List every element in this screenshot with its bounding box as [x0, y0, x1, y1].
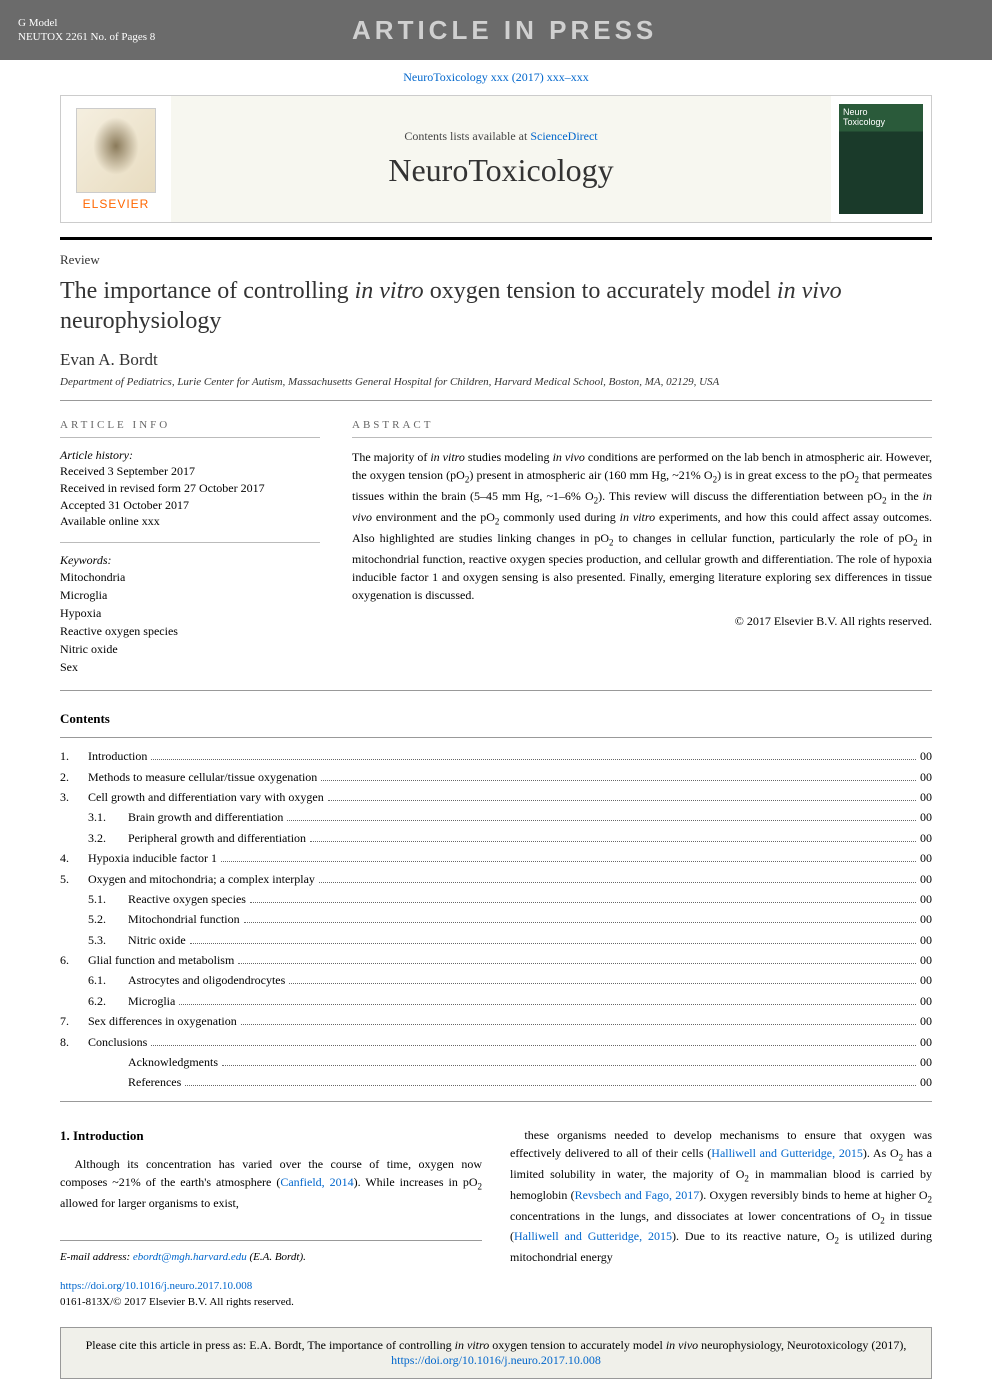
- email-line: E-mail address: ebordt@mgh.harvard.edu (…: [60, 1249, 482, 1266]
- cite-doi-link[interactable]: https://doi.org/10.1016/j.neuro.2017.10.…: [391, 1353, 601, 1367]
- history-label: Article history:: [60, 448, 320, 463]
- toc-entry[interactable]: 1.Introduction00: [60, 746, 932, 766]
- contents-available: Contents lists available at ScienceDirec…: [404, 129, 597, 144]
- issn-copyright: 0161-813X/© 2017 Elsevier B.V. All right…: [60, 1294, 482, 1311]
- contents-heading: Contents: [60, 711, 932, 727]
- table-of-contents: 1.Introduction002.Methods to measure cel…: [60, 737, 932, 1102]
- author-affiliation: Department of Pediatrics, Lurie Center f…: [60, 376, 932, 401]
- article-history: Received 3 September 2017Received in rev…: [60, 463, 320, 530]
- article-type: Review: [60, 252, 932, 268]
- journal-title: NeuroToxicology: [388, 152, 613, 189]
- intro-paragraph-1: Although its concentration has varied ov…: [60, 1155, 482, 1212]
- article-info-heading: ARTICLE INFO: [60, 419, 320, 438]
- article-code: NEUTOX 2261 No. of Pages 8: [18, 30, 155, 44]
- toc-entry[interactable]: 5.3.Nitric oxide00: [60, 930, 932, 950]
- column-right: these organisms needed to develop mechan…: [510, 1126, 932, 1311]
- author-name: Evan A. Bordt: [60, 350, 932, 370]
- keywords-label: Keywords:: [60, 553, 320, 568]
- journal-cover: [831, 96, 931, 222]
- abstract-heading: ABSTRACT: [352, 419, 932, 438]
- column-left: 1. Introduction Although its concentrati…: [60, 1126, 482, 1311]
- g-model-label: G Model: [18, 16, 155, 30]
- author-email-link[interactable]: ebordt@mgh.harvard.edu: [133, 1251, 247, 1263]
- sciencedirect-link[interactable]: ScienceDirect: [530, 129, 597, 143]
- toc-entry[interactable]: 7.Sex differences in oxygenation00: [60, 1011, 932, 1031]
- publisher-logo: ELSEVIER: [61, 96, 171, 222]
- intro-heading: 1. Introduction: [60, 1126, 482, 1146]
- article-info-column: ARTICLE INFO Article history: Received 3…: [60, 419, 320, 676]
- header-center: Contents lists available at ScienceDirec…: [171, 96, 831, 222]
- cover-thumbnail: [839, 104, 923, 214]
- toc-entry[interactable]: 6.1.Astrocytes and oligodendrocytes00: [60, 970, 932, 990]
- toc-entry[interactable]: References00: [60, 1072, 932, 1092]
- journal-header: ELSEVIER Contents lists available at Sci…: [60, 95, 932, 223]
- citation-line: NeuroToxicology xxx (2017) xxx–xxx: [0, 60, 992, 95]
- keywords-list: MitochondriaMicrogliaHypoxiaReactive oxy…: [60, 568, 320, 676]
- toc-entry[interactable]: 5.1.Reactive oxygen species00: [60, 889, 932, 909]
- toc-entry[interactable]: 5.2.Mitochondrial function00: [60, 909, 932, 929]
- toc-entry[interactable]: 2.Methods to measure cellular/tissue oxy…: [60, 767, 932, 787]
- body-text-columns: 1. Introduction Although its concentrati…: [60, 1126, 932, 1311]
- press-watermark: ARTICLE IN PRESS: [352, 15, 657, 46]
- abstract-copyright: © 2017 Elsevier B.V. All rights reserved…: [352, 614, 932, 629]
- toc-entry[interactable]: 3.Cell growth and differentiation vary w…: [60, 787, 932, 807]
- toc-entry[interactable]: 6.Glial function and metabolism00: [60, 950, 932, 970]
- doi-link[interactable]: https://doi.org/10.1016/j.neuro.2017.10.…: [60, 1280, 252, 1292]
- info-abstract-row: ARTICLE INFO Article history: Received 3…: [60, 419, 932, 691]
- press-header-bar: G Model NEUTOX 2261 No. of Pages 8 ARTIC…: [0, 0, 992, 60]
- toc-entry[interactable]: Acknowledgments00: [60, 1052, 932, 1072]
- toc-entry[interactable]: 6.2.Microglia00: [60, 991, 932, 1011]
- g-model-code: G Model NEUTOX 2261 No. of Pages 8: [18, 16, 155, 45]
- toc-entry[interactable]: 8.Conclusions00: [60, 1032, 932, 1052]
- intro-paragraph-2: these organisms needed to develop mechan…: [510, 1126, 932, 1266]
- article-title: The importance of controlling in vitro o…: [60, 276, 932, 336]
- contents-prefix: Contents lists available at: [404, 129, 530, 143]
- citation-link[interactable]: NeuroToxicology xxx (2017) xxx–xxx: [403, 70, 588, 84]
- elsevier-tree-icon: [76, 108, 156, 193]
- footer-info: E-mail address: ebordt@mgh.harvard.edu (…: [60, 1240, 482, 1311]
- toc-entry[interactable]: 4.Hypoxia inducible factor 100: [60, 848, 932, 868]
- toc-entry[interactable]: 3.1.Brain growth and differentiation00: [60, 807, 932, 827]
- publisher-name: ELSEVIER: [83, 197, 150, 211]
- toc-entry[interactable]: 5.Oxygen and mitochondria; a complex int…: [60, 869, 932, 889]
- cite-this-article-box: Please cite this article in press as: E.…: [60, 1327, 932, 1379]
- abstract-column: ABSTRACT The majority of in vitro studie…: [352, 419, 932, 676]
- toc-entry[interactable]: 3.2.Peripheral growth and differentiatio…: [60, 828, 932, 848]
- abstract-text: The majority of in vitro studies modelin…: [352, 448, 932, 604]
